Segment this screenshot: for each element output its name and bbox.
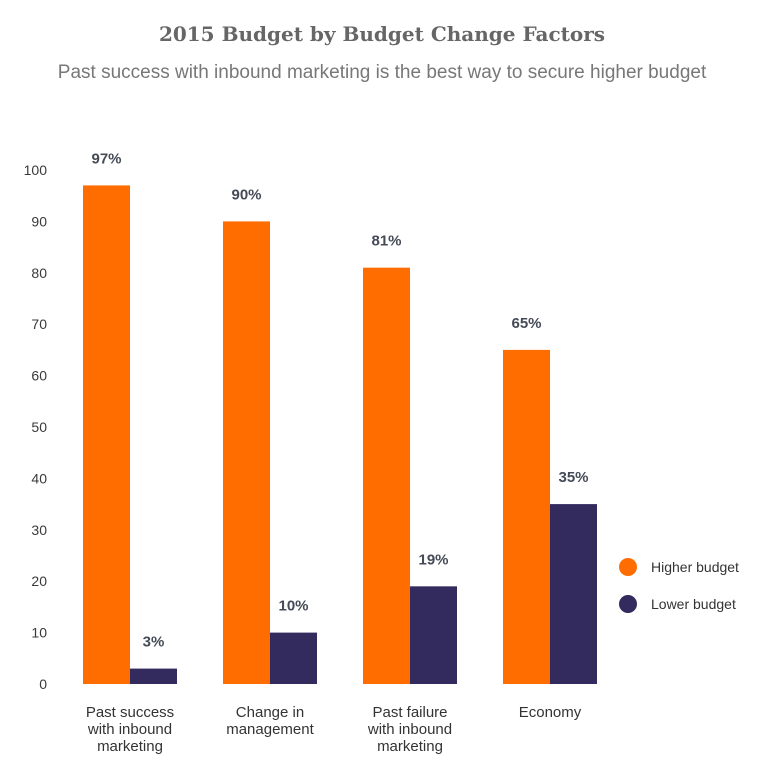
legend-marker bbox=[619, 558, 637, 576]
y-tick-label: 10 bbox=[31, 625, 47, 641]
legend-label: Higher budget bbox=[651, 559, 739, 575]
legend-marker bbox=[619, 595, 637, 613]
bar-higher bbox=[223, 221, 270, 684]
bar-lower bbox=[130, 668, 177, 684]
y-tick-label: 40 bbox=[31, 470, 47, 486]
y-tick-label: 60 bbox=[31, 368, 47, 384]
x-category-label: marketing bbox=[377, 738, 443, 755]
data-label: 10% bbox=[278, 598, 308, 615]
data-label: 19% bbox=[418, 551, 448, 568]
bar-higher bbox=[83, 185, 130, 685]
bar-lower bbox=[550, 504, 597, 684]
x-category-label: Past success bbox=[86, 704, 174, 721]
data-label: 65% bbox=[511, 315, 541, 332]
data-label: 90% bbox=[231, 186, 261, 203]
bar-higher bbox=[503, 349, 550, 684]
data-label: 35% bbox=[558, 469, 588, 486]
bar-lower bbox=[270, 632, 317, 684]
bar-higher bbox=[363, 267, 410, 684]
y-tick-label: 50 bbox=[31, 419, 47, 435]
x-category-label: with inbound bbox=[87, 721, 172, 738]
x-category-label: with inbound bbox=[367, 721, 452, 738]
legend-label: Lower budget bbox=[651, 596, 736, 612]
y-tick-label: 100 bbox=[24, 162, 48, 178]
x-category-label: Economy bbox=[519, 704, 582, 721]
chart-subtitle: Past success with inbound marketing is t… bbox=[57, 62, 707, 83]
data-label: 3% bbox=[143, 634, 165, 651]
x-category-label: Past failure bbox=[372, 704, 447, 721]
y-tick-label: 80 bbox=[31, 265, 47, 281]
y-tick-label: 70 bbox=[31, 316, 47, 332]
chart-title: 2015 Budget by Budget Change Factors bbox=[158, 22, 606, 46]
data-label: 97% bbox=[91, 150, 121, 167]
y-tick-label: 20 bbox=[31, 573, 47, 589]
y-tick-label: 90 bbox=[31, 213, 47, 229]
bar-lower bbox=[410, 586, 457, 684]
x-category-label: management bbox=[226, 721, 314, 738]
y-tick-label: 0 bbox=[39, 676, 47, 692]
x-category-label: marketing bbox=[97, 738, 163, 755]
y-tick-label: 30 bbox=[31, 522, 47, 538]
x-category-label: Change in bbox=[236, 704, 304, 721]
data-label: 81% bbox=[371, 233, 401, 250]
